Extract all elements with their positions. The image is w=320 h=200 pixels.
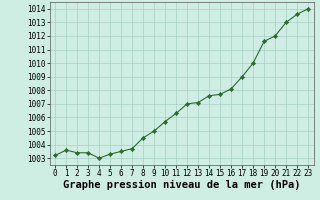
X-axis label: Graphe pression niveau de la mer (hPa): Graphe pression niveau de la mer (hPa) <box>63 180 300 190</box>
